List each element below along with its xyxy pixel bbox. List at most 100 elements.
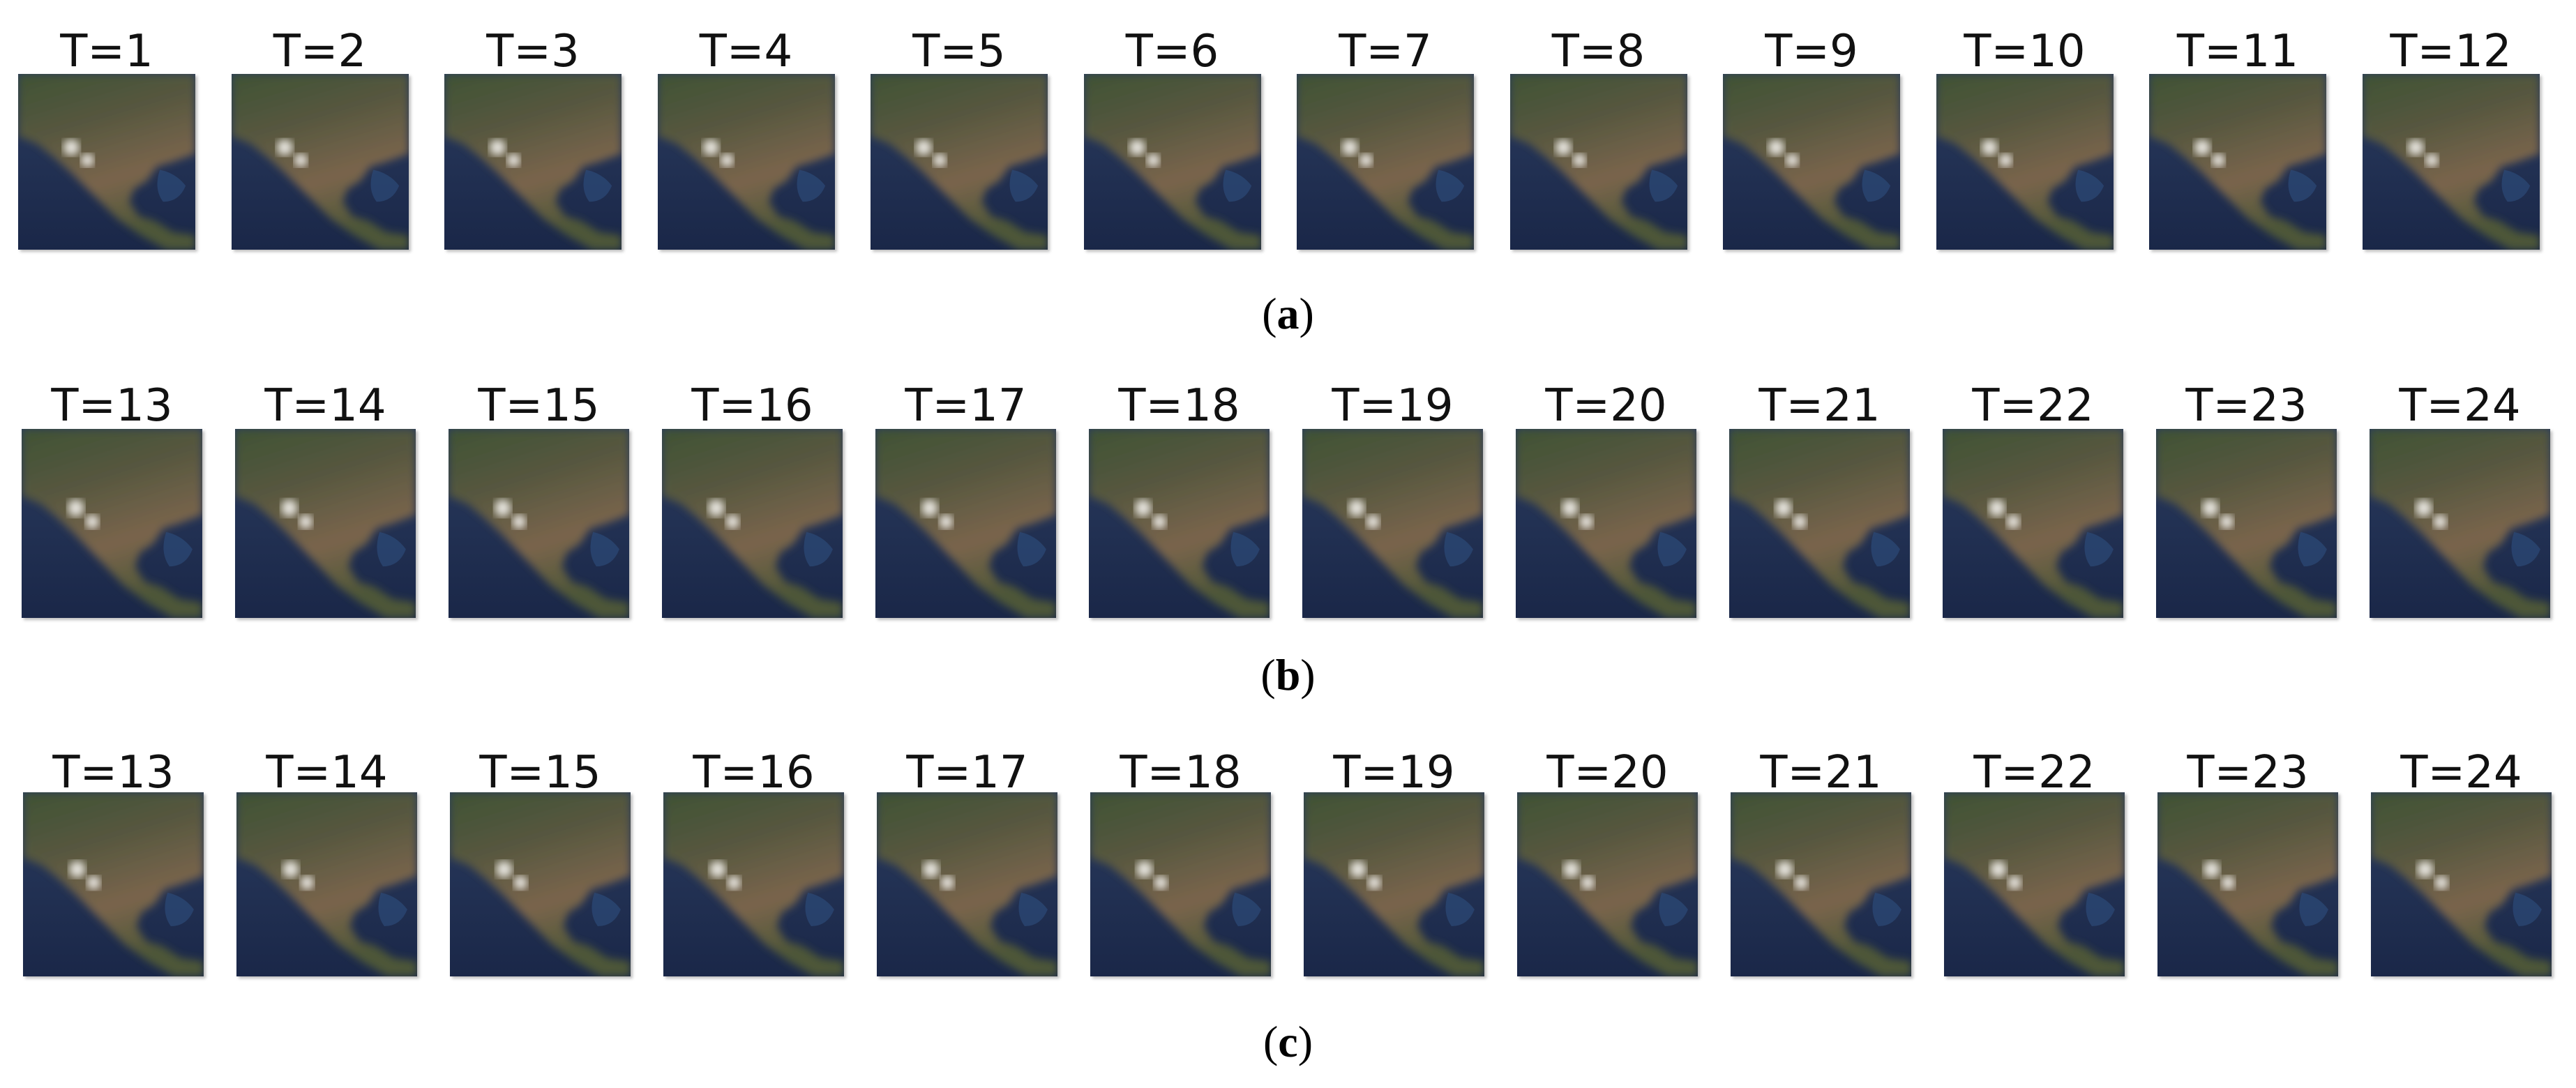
frame-label: T=17 [906,747,1028,799]
map-thumbnail [662,429,843,618]
map-thumbnail [2156,429,2337,618]
map-thumbnail [1302,429,1483,618]
map-image [1517,792,1698,976]
frame-label: T=13 [51,380,173,432]
subfigure-caption: (a) [1262,289,1314,338]
map-thumbnail [2157,792,2338,976]
map-image [875,429,1056,618]
frame-label: T=1 [60,26,153,77]
subfigure-caption: (c) [1263,1017,1313,1066]
map-thumbnail [877,792,1057,976]
map-thumbnail [2370,429,2550,618]
map-thumbnail [2371,792,2552,976]
frame-label: T=11 [2176,26,2299,77]
map-image [1516,429,1696,618]
map-image [18,74,195,250]
frame-label: T=8 [1551,26,1645,77]
map-image [236,792,417,976]
map-thumbnail [871,74,1048,250]
map-thumbnail [2149,74,2326,250]
map-thumbnail [2363,74,2540,250]
frame-label: T=21 [1758,380,1881,432]
map-image [1304,792,1484,976]
frame-label: T=12 [2390,26,2512,77]
map-image [1090,792,1271,976]
frame-label: T=23 [2187,747,2309,799]
map-image [2157,792,2338,976]
map-image [1944,792,2125,976]
map-image [877,792,1057,976]
frame-label: T=20 [1546,747,1669,799]
map-image [871,74,1048,250]
map-image [2371,792,2552,976]
frame-label: T=24 [2399,380,2521,432]
frame-label: T=6 [1125,26,1219,77]
map-thumbnail [1517,792,1698,976]
frame-label: T=16 [693,747,815,799]
map-image [663,792,844,976]
map-thumbnail [450,792,631,976]
map-image [2149,74,2326,250]
map-thumbnail [18,74,195,250]
map-image [658,74,835,250]
map-thumbnail [1090,792,1271,976]
frame-label: T=9 [1765,26,1858,77]
map-thumbnail [1297,74,1474,250]
map-image [22,429,202,618]
map-image [1936,74,2114,250]
frame-label: T=17 [905,380,1027,432]
map-thumbnail [1723,74,1900,250]
frame-label: T=14 [264,380,386,432]
map-image [23,792,204,976]
frame-label: T=20 [1545,380,1667,432]
map-thumbnail [1729,429,1910,618]
map-image [1084,74,1261,250]
map-thumbnail [1936,74,2114,250]
map-thumbnail [663,792,844,976]
map-image [662,429,843,618]
frame-label: T=15 [479,747,601,799]
map-thumbnail [232,74,409,250]
frame-label: T=7 [1339,26,1432,77]
map-thumbnail [1089,429,1270,618]
map-image [235,429,416,618]
frame-label: T=18 [1118,380,1240,432]
frame-label: T=23 [2185,380,2307,432]
frame-label: T=22 [1972,380,2094,432]
map-thumbnail [23,792,204,976]
frame-label: T=15 [478,380,600,432]
map-thumbnail [1944,792,2125,976]
frame-label: T=13 [52,747,174,799]
frame-label: T=22 [1973,747,2095,799]
map-image [1089,429,1270,618]
map-image [2156,429,2337,618]
frame-label: T=19 [1332,380,1454,432]
map-thumbnail [875,429,1056,618]
map-thumbnail [658,74,835,250]
map-image [1729,429,1910,618]
frame-label: T=2 [273,26,367,77]
map-image [232,74,409,250]
frame-label: T=14 [266,747,388,799]
frame-label: T=4 [699,26,793,77]
frame-label: T=10 [1964,26,2086,77]
map-thumbnail [1510,74,1687,250]
map-thumbnail [449,429,629,618]
map-image [1297,74,1474,250]
map-image [2363,74,2540,250]
map-thumbnail [1304,792,1484,976]
map-image [1943,429,2123,618]
frame-label: T=19 [1333,747,1455,799]
frame-label: T=3 [486,26,580,77]
map-image [450,792,631,976]
frame-label: T=24 [2400,747,2522,799]
map-thumbnail [1731,792,1911,976]
subfigure-caption: (b) [1260,650,1316,700]
map-thumbnail [1516,429,1696,618]
frame-label: T=5 [912,26,1006,77]
map-image [1731,792,1911,976]
map-thumbnail [1084,74,1261,250]
frame-label: T=21 [1760,747,1882,799]
map-thumbnail [235,429,416,618]
map-thumbnail [22,429,202,618]
